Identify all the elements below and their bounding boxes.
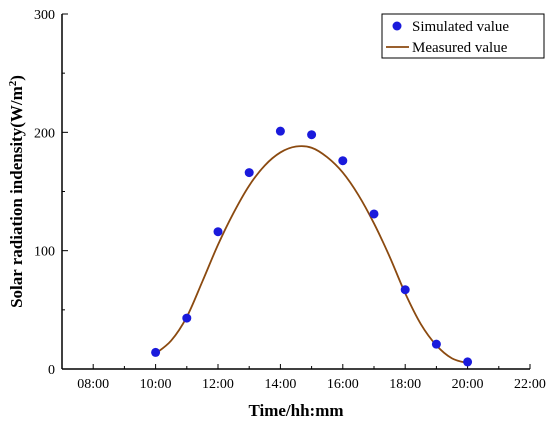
y-tick-label: 0 [48, 363, 55, 378]
legend-label-simulated: Simulated value [412, 19, 509, 35]
legend-marker-simulated [393, 22, 402, 31]
x-tick-label: 22:00 [514, 377, 546, 392]
x-tick-label: 12:00 [202, 377, 234, 392]
x-axis-title: Time/hh:mm [248, 401, 343, 420]
x-tick-label: 08:00 [77, 377, 109, 392]
x-tick-label: 10:00 [140, 377, 172, 392]
x-tick-label: 14:00 [264, 377, 296, 392]
x-tick-label: 20:00 [452, 377, 484, 392]
y-axis-title: Solar radiation indensity(W/m2) [7, 75, 26, 308]
measured-value-line [156, 146, 468, 363]
x-tick-label: 18:00 [389, 377, 421, 392]
y-axis-title-main: Solar radiation indensity(W/m [7, 86, 26, 308]
simulated-value-point [401, 285, 410, 294]
simulated-value-point [182, 314, 191, 323]
simulated-value-point [276, 127, 285, 136]
simulated-value-point [307, 130, 316, 139]
x-tick-label: 16:00 [327, 377, 359, 392]
simulated-value-point [151, 348, 160, 357]
simulated-value-point [214, 227, 223, 236]
legend-label-measured: Measured value [412, 40, 508, 56]
y-tick-label: 300 [34, 8, 55, 23]
plot-area [151, 127, 472, 367]
simulated-value-point [370, 209, 379, 218]
y-axis-title-close: ) [7, 75, 26, 81]
tick-group: 08:00 10:00 12:00 14:00 16:00 18:00 20:00 22:00… [34, 8, 546, 392]
simulated-value-point [245, 168, 254, 177]
axes [62, 14, 530, 369]
y-tick-label: 100 [34, 245, 55, 260]
simulated-value-point [338, 156, 347, 165]
simulated-value-point [463, 357, 472, 366]
y-tick-label: 200 [34, 126, 55, 141]
legend: Simulated value Measured value [382, 14, 544, 58]
simulated-value-point [432, 340, 441, 349]
